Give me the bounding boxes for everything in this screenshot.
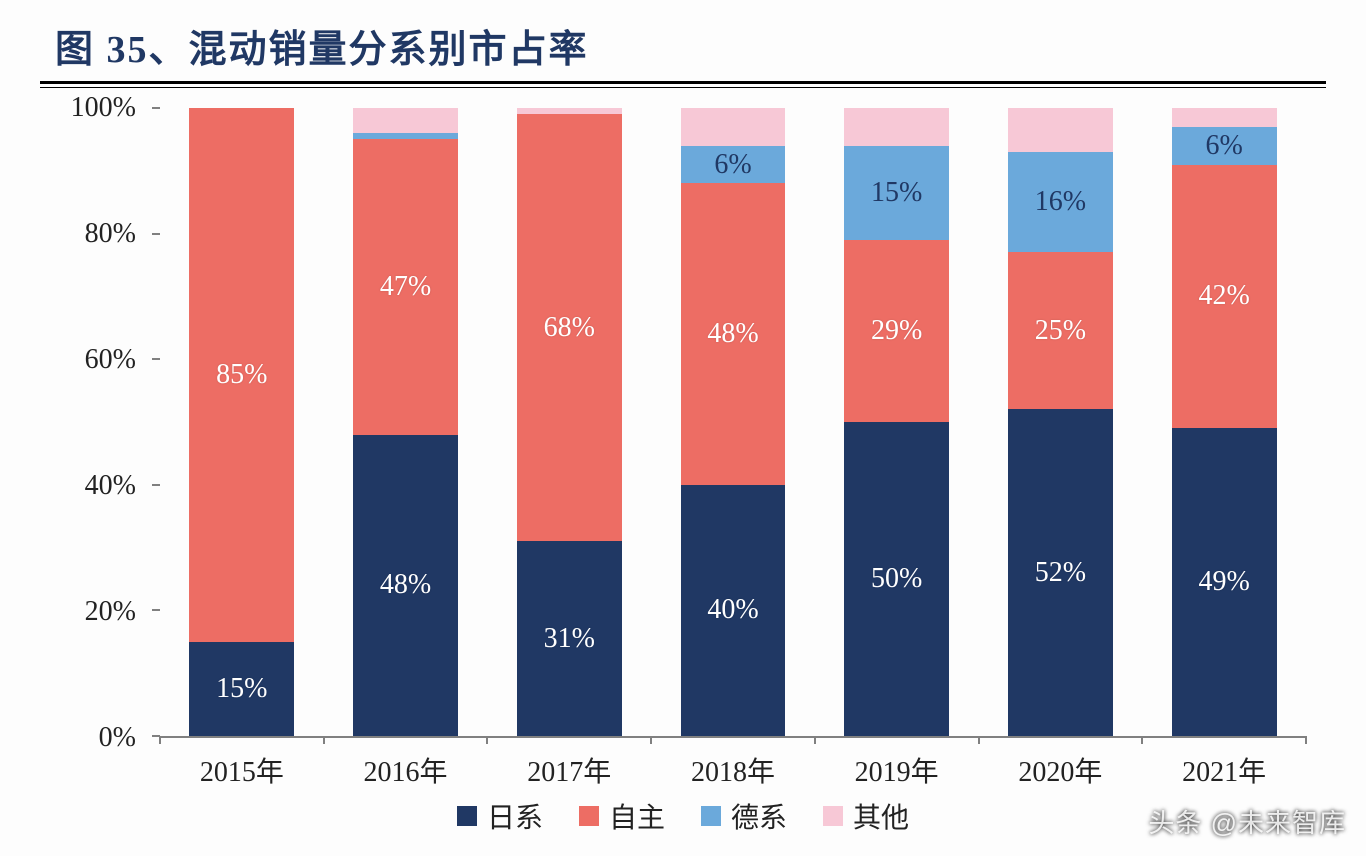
x-tick-mark bbox=[159, 736, 161, 744]
x-tick-mark bbox=[814, 736, 816, 744]
y-tick-label: 80% bbox=[50, 218, 150, 250]
legend-label: 日系 bbox=[487, 796, 543, 836]
y-tick-label: 0% bbox=[50, 722, 150, 754]
bar-segment bbox=[353, 435, 458, 736]
y-tick-label: 100% bbox=[50, 92, 150, 124]
bar-segment bbox=[517, 114, 622, 541]
bar-segment bbox=[681, 183, 786, 484]
title-block: 图 35、混动销量分系别市占率 bbox=[40, 18, 1326, 73]
legend-item: 其他 bbox=[823, 796, 909, 836]
x-tick-mark bbox=[486, 736, 488, 744]
bar-segment bbox=[844, 240, 949, 422]
y-tick-label: 60% bbox=[50, 344, 150, 376]
bar-segment bbox=[353, 133, 458, 139]
legend-label: 自主 bbox=[609, 796, 665, 836]
bar-segment bbox=[844, 108, 949, 146]
x-tick-label: 2016年 bbox=[364, 750, 448, 790]
legend-item: 自主 bbox=[579, 796, 665, 836]
legend-swatch bbox=[823, 806, 843, 826]
title-rule-thick bbox=[40, 81, 1326, 84]
x-tick-label: 2020年 bbox=[1018, 750, 1102, 790]
plot-area: 15%85%2015年 48%47%2016年 31%68%2017年 40%48%6… bbox=[160, 108, 1306, 738]
legend-item: 日系 bbox=[457, 796, 543, 836]
bar-segment bbox=[681, 485, 786, 736]
bar-segment bbox=[1172, 428, 1277, 736]
y-tick-mark bbox=[152, 233, 160, 235]
figure-title: 图 35、混动销量分系别市占率 bbox=[55, 18, 1326, 73]
bar-segment bbox=[1008, 152, 1113, 252]
bar-segment bbox=[1008, 409, 1113, 736]
x-tick-mark bbox=[1141, 736, 1143, 744]
bar-segment bbox=[353, 108, 458, 133]
legend-swatch bbox=[457, 806, 477, 826]
bar-group: 52%25%16%2020年 bbox=[1008, 108, 1113, 736]
bar-segment bbox=[1008, 108, 1113, 152]
bar-segment bbox=[189, 108, 294, 642]
bar-segment bbox=[353, 139, 458, 434]
y-tick-mark bbox=[152, 484, 160, 486]
bar-segment bbox=[844, 422, 949, 736]
x-tick-mark bbox=[650, 736, 652, 744]
x-tick-mark bbox=[1305, 736, 1307, 744]
legend-swatch bbox=[701, 806, 721, 826]
y-tick-label: 20% bbox=[50, 596, 150, 628]
bar-segment bbox=[517, 541, 622, 736]
bar-group: 15%85%2015年 bbox=[189, 108, 294, 736]
y-tick-mark bbox=[152, 358, 160, 360]
x-tick-label: 2017年 bbox=[527, 750, 611, 790]
bar-segment bbox=[1172, 127, 1277, 165]
y-axis: 0%20%40%60%80%100% bbox=[50, 108, 150, 738]
x-tick-mark bbox=[978, 736, 980, 744]
x-tick-mark bbox=[323, 736, 325, 744]
x-tick-label: 2015年 bbox=[200, 750, 284, 790]
bar-segment bbox=[1172, 108, 1277, 127]
legend-item: 德系 bbox=[701, 796, 787, 836]
bar-segment bbox=[681, 108, 786, 146]
bar-segment bbox=[1172, 165, 1277, 429]
watermark: 头条 @未来智库 bbox=[1148, 803, 1346, 840]
y-tick-label: 40% bbox=[50, 470, 150, 502]
bar-segment bbox=[844, 146, 949, 240]
x-tick-label: 2021年 bbox=[1182, 750, 1266, 790]
x-tick-label: 2019年 bbox=[855, 750, 939, 790]
bar-group: 49%42%6%2021年 bbox=[1172, 108, 1277, 736]
bar-group: 48%47%2016年 bbox=[353, 108, 458, 736]
bar-segment bbox=[517, 108, 622, 114]
chart-area: 0%20%40%60%80%100% 15%85%2015年48%47%2016… bbox=[50, 108, 1316, 738]
bar-group: 31%68%2017年 bbox=[517, 108, 622, 736]
bar-segment bbox=[189, 642, 294, 736]
legend-label: 德系 bbox=[731, 796, 787, 836]
x-tick-label: 2018年 bbox=[691, 750, 775, 790]
bar-segment bbox=[681, 146, 786, 184]
figure-container: 图 35、混动销量分系别市占率 0% 20% 40% 60% 80% 100% 15%85… bbox=[0, 0, 1366, 846]
legend: 日系 自主 德系 其他 bbox=[40, 796, 1326, 836]
y-tick-mark bbox=[152, 609, 160, 611]
legend-label: 其他 bbox=[853, 796, 909, 836]
y-tick-mark bbox=[152, 107, 160, 109]
bar-segment bbox=[1008, 252, 1113, 409]
title-rule-thin bbox=[40, 87, 1326, 88]
legend-swatch bbox=[579, 806, 599, 826]
bar-group: 50%29%15%2019年 bbox=[844, 108, 949, 736]
bar-group: 40%48%6%2018年 bbox=[681, 108, 786, 736]
